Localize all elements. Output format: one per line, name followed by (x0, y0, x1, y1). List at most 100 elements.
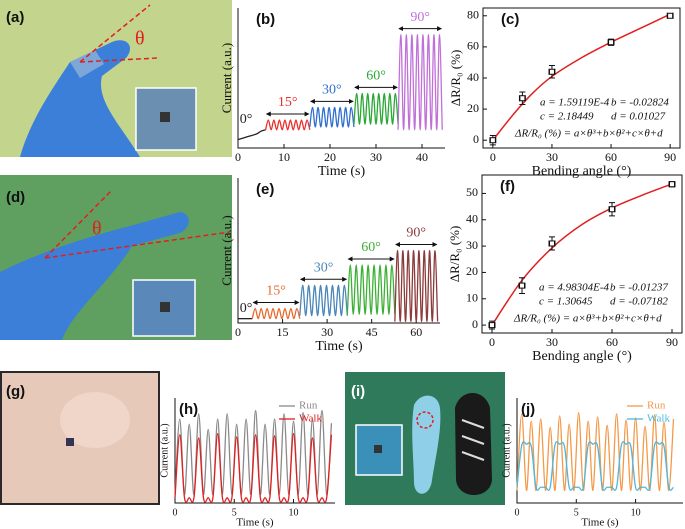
sensor-mark (416, 411, 434, 429)
y-tick-label: 40 (467, 70, 479, 84)
fit-coefficient: b = -0.01237 (610, 282, 668, 294)
angle-line (79, 57, 159, 63)
y-axis-title: Current (a.u.) (501, 423, 512, 477)
panel-label: (g) (6, 383, 25, 400)
x-tick-label: 30 (546, 150, 558, 164)
x-tick-label: 90 (664, 150, 676, 164)
x-tick-label: 60 (606, 335, 618, 349)
panel-label: (h) (179, 401, 198, 418)
inset-sensor (160, 302, 170, 312)
chart: 0 30 60 90 0 20 40 60 80 Bending angle (°) ΔR/R₀ (… (448, 7, 681, 179)
data-point (549, 240, 555, 247)
y-axis-title: Current (a.u.) (159, 423, 170, 477)
fit-coefficient: a = 1.59119E-4 (540, 97, 610, 109)
x-axis-title: Time (s) (318, 164, 366, 179)
y-axis-title: ΔR/R₀ (%) (447, 226, 462, 283)
plot-frame (481, 174, 683, 334)
panel-label: (e) (256, 181, 274, 198)
fit-coefficient: d = 0.01027 (611, 111, 666, 123)
angle-line (44, 231, 231, 259)
x-axis-title: Bending angle (°) (532, 349, 632, 364)
photo-i: (i) (345, 372, 505, 505)
fit-curve (492, 13, 671, 141)
series-label: 60° (366, 69, 386, 84)
panel-label: (d) (6, 189, 25, 206)
series-line (237, 129, 266, 141)
inset (135, 87, 197, 151)
data-point (667, 12, 674, 19)
sensor (66, 438, 74, 446)
fit-coefficient: a = 4.98304E-4 (539, 282, 610, 294)
series-label: 15° (266, 284, 286, 299)
series-line (299, 284, 348, 317)
inset-sensor (160, 112, 170, 122)
y-tick-label: 30 (466, 238, 478, 252)
series-label: 30° (322, 83, 342, 98)
data-point (519, 95, 526, 102)
y-tick-label: 40 (466, 212, 478, 226)
panel-label: (j) (521, 401, 535, 418)
data-point (519, 282, 525, 289)
data-point (669, 181, 675, 188)
chart: 0 15 30 45 60 Time (s) Current (a.u.) (e) 0° 15° 3… (219, 178, 440, 354)
angle-label: θ (92, 218, 102, 240)
x-tick-label: 10 (289, 507, 299, 518)
series-line (353, 92, 399, 125)
x-tick-label: 0 (489, 335, 495, 349)
x-axis-title: Time (s) (581, 517, 619, 529)
y-tick-label: 20 (467, 101, 479, 115)
legend-label: Walk (647, 413, 670, 425)
legend-label: Run (299, 400, 318, 412)
data-point (548, 68, 555, 75)
panel-label: (f) (500, 178, 515, 195)
sensor (70, 50, 104, 78)
x-tick-label: 30 (321, 325, 333, 339)
chart: 0 30 60 90 0 10 20 30 40 50 Bending angle (°) ΔR/R₀… (447, 174, 683, 364)
legend-label: Walk (299, 413, 322, 425)
series-label: 30° (314, 261, 334, 276)
series-label: 90° (410, 10, 430, 25)
x-tick-label: 30 (370, 150, 382, 164)
fit-coefficient: c = 2.18449 (540, 111, 594, 123)
x-tick-label: 45 (366, 325, 378, 339)
fit-coefficient: c = 1.30645 (539, 296, 593, 308)
y-tick-label: 60 (467, 39, 479, 53)
y-tick-label: 80 (467, 8, 479, 22)
y-axis-title: ΔR/R₀ (%) (448, 50, 463, 107)
x-axis-title: Time (s) (315, 339, 363, 354)
legend-label: Run (647, 400, 666, 412)
chart: 0 10 20 30 40 Time (s) Current (a.u.) (b) 0° 15° 3… (219, 8, 445, 179)
series-label: 0° (240, 112, 253, 127)
series-line (264, 119, 311, 131)
knee (60, 392, 130, 448)
x-tick-label: 10 (278, 150, 290, 164)
panel-label: (b) (256, 11, 275, 28)
series-line (516, 441, 675, 491)
series-line (309, 106, 355, 128)
photo-d: θ (d) (0, 175, 232, 340)
shoe (455, 393, 492, 495)
x-tick-label: 5 (232, 507, 237, 518)
series-line (174, 433, 333, 504)
x-tick-label: 60 (410, 325, 422, 339)
x-tick-label: 60 (605, 150, 617, 164)
fit-coefficient: b = -0.02824 (611, 97, 669, 109)
data-point (608, 39, 615, 46)
x-axis-title: Bending angle (°) (532, 164, 632, 179)
fit-formula: ΔR/R₀ (%) = a×θ³+b×θ²+c×θ+d (513, 313, 662, 325)
photo-a: θ (a) (0, 0, 232, 157)
shoe-lace (461, 419, 485, 461)
panel-label: (c) (501, 11, 519, 28)
x-tick-label: 15 (277, 325, 289, 339)
y-tick-label: 50 (466, 185, 478, 199)
angle-line (79, 4, 151, 63)
angle-label: θ (135, 28, 145, 50)
series-label: 60° (361, 240, 381, 255)
series-line (397, 33, 443, 131)
y-tick-label: 10 (466, 291, 478, 305)
glove (20, 40, 140, 157)
fit-coefficient: d = -0.07182 (610, 296, 668, 308)
data-point (489, 137, 496, 144)
x-tick-label: 20 (324, 150, 336, 164)
